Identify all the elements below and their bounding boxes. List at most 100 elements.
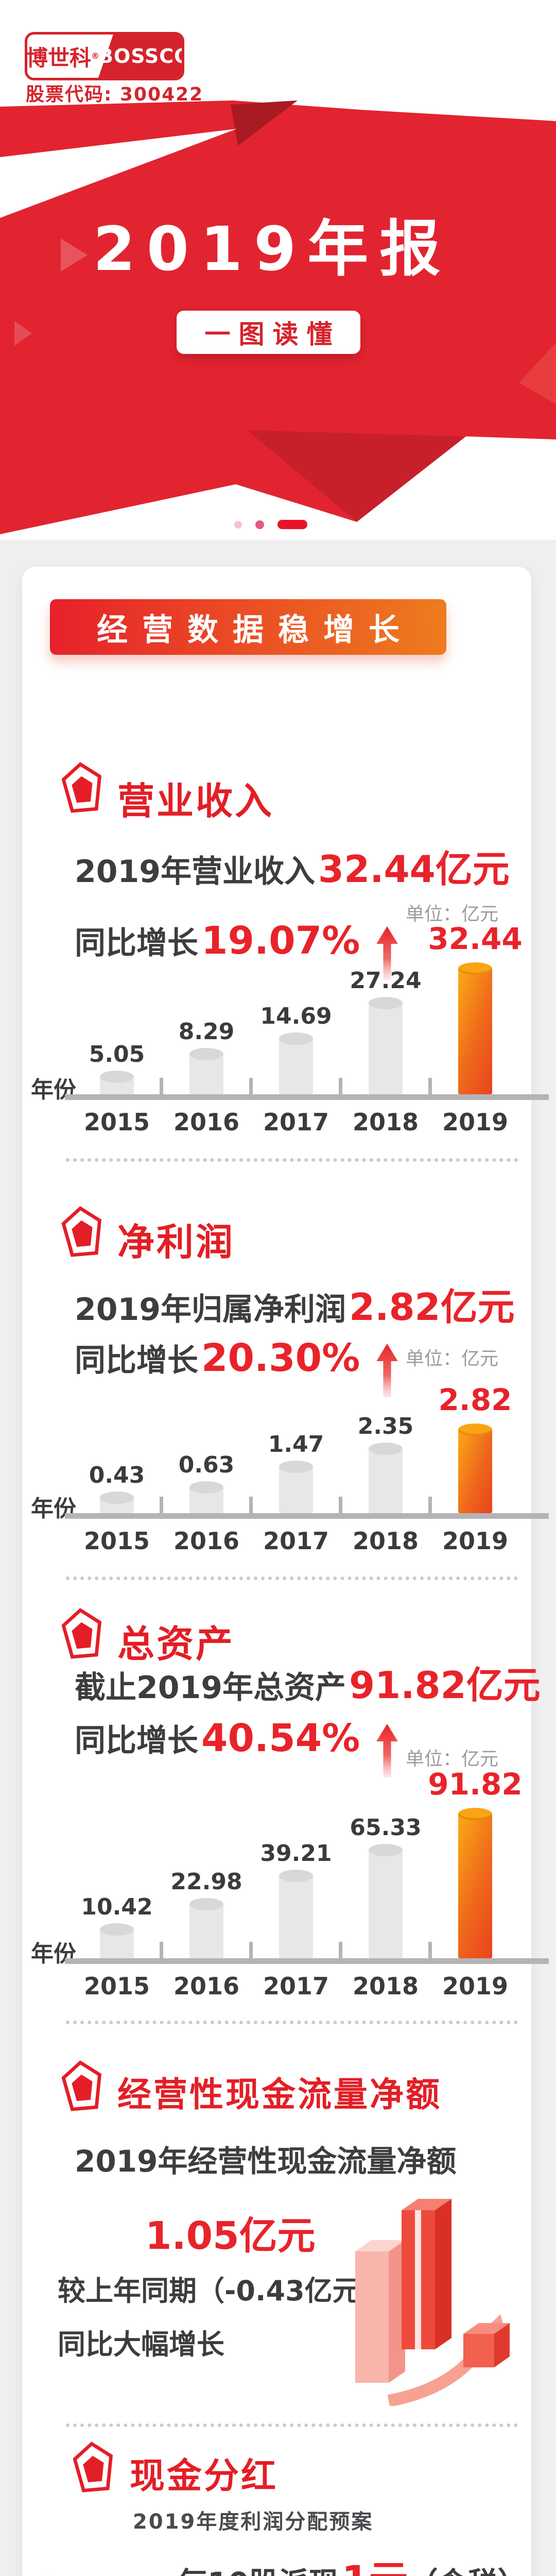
bar-cap	[458, 962, 492, 975]
up-arrow-icon	[376, 1724, 398, 1777]
section-title-revenue: 营业收入	[117, 779, 274, 823]
year-labels-row: 2015 2016 2017 2018 2019	[72, 1108, 520, 1136]
bar-column-2018: 2.35	[341, 1382, 430, 1513]
revenue-line2-prefix: 同比增长	[75, 925, 198, 961]
year-label-2015: 2015	[83, 1108, 150, 1136]
bar-cap	[369, 1844, 403, 1856]
bar-column-2019: 2.82	[430, 1382, 520, 1513]
x-axis-line	[65, 1513, 549, 1519]
up-arrow-icon	[376, 926, 398, 980]
bar-column-2015: 10.42	[72, 1767, 162, 1958]
bar-column-2018: 65.33	[341, 1767, 430, 1958]
profit-unit-label: 单位：亿元	[406, 1348, 499, 1369]
bar-column-2017: 1.47	[251, 1382, 341, 1513]
carousel-dot-active[interactable]	[277, 520, 307, 529]
bar-2016	[189, 1481, 223, 1513]
profit-chart: 年份 0.43 0.63 1.47 2.35 2.82 2015 2016 2017 2018…	[31, 1364, 549, 1555]
bar-column-2019: 32.44	[428, 921, 523, 1094]
bar-cap	[189, 1481, 223, 1494]
assets-chart: 年份 10.42 22.98 39.21 65.33 91.82 2015 2016 201…	[31, 1737, 549, 2000]
carousel-dot-1[interactable]	[234, 521, 242, 529]
pentagon-icon	[61, 1206, 104, 1260]
stock-code: 股票代码: 300422	[26, 84, 204, 105]
bar-2019	[458, 1808, 492, 1958]
report-subtitle-box: 一图读懂	[177, 311, 360, 354]
axis-tick	[428, 1497, 432, 1513]
bar-value-2019: 2.82	[438, 1382, 512, 1417]
bar-value-2019: 32.44	[428, 921, 523, 956]
x-axis-line	[65, 1958, 549, 1964]
dividend-line1-prefix: 每10股派现	[178, 2559, 339, 2576]
revenue-unit-label: 单位：亿元	[406, 904, 499, 925]
pentagon-icon	[61, 761, 104, 816]
bar-2019	[458, 1423, 492, 1513]
year-label-2019: 2019	[442, 1972, 509, 2000]
bar-cap	[189, 1898, 223, 1910]
year-label-2018: 2018	[352, 1972, 419, 2000]
axis-tick	[339, 1942, 342, 1958]
up-arrow-icon	[376, 1344, 398, 1397]
section-header-badge: 经营数据稳增长	[50, 599, 446, 655]
company-logo: 博世科 ® BOSSCO	[25, 32, 184, 80]
cashflow-line3: 同比大幅增长	[58, 2328, 224, 2361]
revenue-line1: 2019年营业收入 32.44亿元	[75, 839, 510, 893]
year-label-2016: 2016	[173, 1972, 240, 2000]
profit-line1: 2019年归属净利润 2.82亿元	[75, 1277, 515, 1331]
bar-2019	[458, 962, 492, 1094]
section-title-assets: 总资产	[117, 1622, 235, 1666]
assets-growth-value: 40.54%	[201, 1716, 360, 1760]
growth-bars-illustration	[340, 2179, 525, 2408]
year-label-2016: 2016	[173, 1527, 240, 1555]
year-label-2019: 2019	[442, 1108, 509, 1136]
report-title: 2019年报	[93, 213, 452, 284]
bar-cap	[279, 1032, 313, 1045]
bar-2018	[369, 1443, 403, 1513]
bar-column-2016: 22.98	[162, 1767, 251, 1958]
bar-2017	[279, 1032, 313, 1094]
bar-cap	[279, 1461, 313, 1473]
bar-2016	[189, 1048, 223, 1094]
bar-cap	[369, 997, 403, 1009]
assets-line1-value: 91.82亿元	[349, 1664, 541, 1707]
bar-column-2019: 91.82	[428, 1767, 523, 1958]
assets-line2: 同比增长 40.54%	[75, 1716, 399, 1777]
axis-tick	[428, 1078, 432, 1094]
bar-value-2016: 8.29	[178, 1019, 235, 1045]
bar-column-2015: 5.05	[72, 921, 162, 1094]
pentagon-icon	[61, 2060, 104, 2114]
revenue-chart: 年份 5.05 8.29 14.69 27.24 32.44 2015 2016 2017 2…	[31, 914, 549, 1136]
axis-tick	[160, 1942, 163, 1958]
bar-value-2018: 65.33	[350, 1815, 422, 1841]
bar-2017	[279, 1870, 313, 1958]
hero-banner: 2019年报 一图读懂	[0, 100, 556, 538]
year-label-2019: 2019	[442, 1527, 509, 1555]
axis-tick	[249, 1942, 253, 1958]
bar-value-2019: 91.82	[428, 1767, 523, 1802]
bars-group: 0.43 0.63 1.47 2.35 2.82	[72, 1382, 520, 1513]
pentagon-icon	[72, 2441, 115, 2495]
bar-value-2015: 10.42	[81, 1894, 153, 1920]
profit-line1-prefix: 2019年归属净利润	[75, 1292, 346, 1328]
axis-tick	[339, 1078, 342, 1094]
pentagon-icon	[61, 1607, 104, 1662]
bar-column-2018: 27.24	[341, 921, 430, 1094]
bar-column-2015: 0.43	[72, 1382, 162, 1513]
year-label-2018: 2018	[352, 1108, 419, 1136]
year-label-2015: 2015	[83, 1972, 150, 2000]
profit-line2-prefix: 同比增长	[75, 1343, 198, 1379]
report-subtitle: 一图读懂	[204, 319, 341, 349]
bar-column-2017: 14.69	[251, 921, 341, 1094]
carousel-dot-2[interactable]	[255, 520, 264, 529]
year-labels-row: 2015 2016 2017 2018 2019	[72, 1972, 520, 2000]
section-title-dividend: 现金分红	[130, 2456, 279, 2497]
section-title-cashflow: 经营性现金流量净额	[117, 2075, 442, 2114]
profit-line1-value: 2.82亿元	[349, 1285, 515, 1329]
bar-value-2018: 27.24	[350, 968, 422, 994]
year-label-2015: 2015	[83, 1527, 150, 1555]
year-label-2018: 2018	[352, 1527, 419, 1555]
cashflow-line1: 2019年经营性现金流量净额	[75, 2144, 457, 2179]
year-labels-row: 2015 2016 2017 2018 2019	[72, 1527, 520, 1555]
dividend-subtitle: 2019年度利润分配预案	[133, 2510, 374, 2534]
bar-2015	[100, 1492, 134, 1513]
bar-cap	[458, 1808, 492, 1820]
